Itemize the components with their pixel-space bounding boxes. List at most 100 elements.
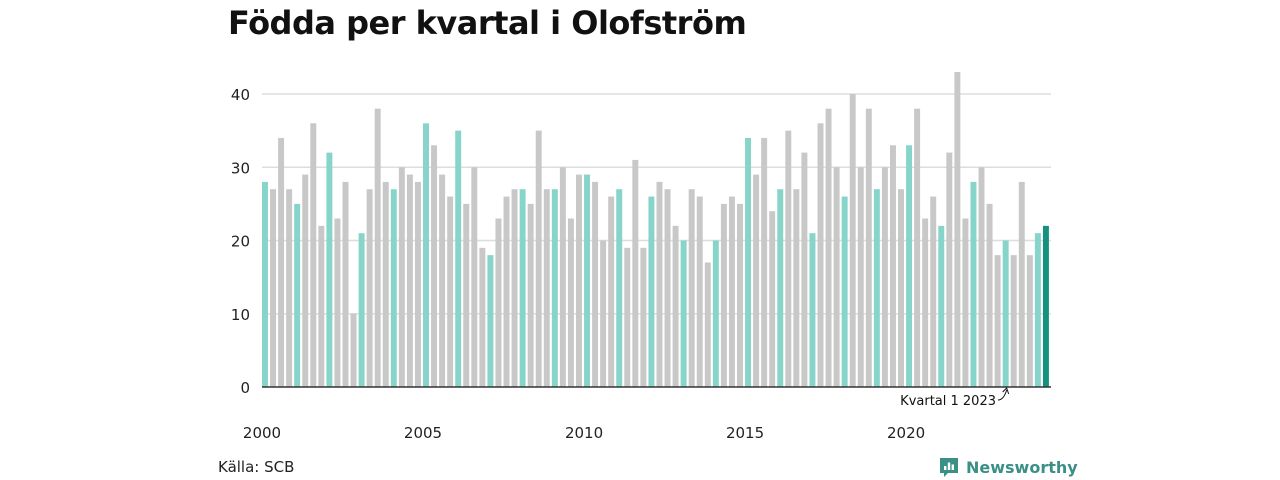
bar (841, 196, 848, 387)
bar (286, 189, 293, 387)
bar (535, 130, 542, 387)
bar (463, 203, 470, 387)
bar (809, 233, 816, 387)
bar (696, 196, 703, 387)
bar (471, 167, 478, 387)
bar (616, 189, 623, 387)
bar (262, 181, 268, 387)
x-axis: 2000 2005 2010 2015 2020 (243, 386, 1051, 442)
bar (970, 181, 977, 387)
bar (737, 203, 743, 387)
bar (455, 130, 462, 387)
annotation-arrow (997, 389, 1008, 401)
bar (527, 203, 534, 387)
bar (294, 203, 301, 387)
y-tick-label: 30 (231, 159, 250, 177)
annotation: Kvartal 1 2023 (900, 387, 1010, 409)
annotation-arrowhead (1002, 387, 1010, 395)
x-tick-label: 2020 (887, 424, 925, 442)
bar (398, 167, 405, 387)
bar (793, 189, 800, 387)
bar (672, 225, 679, 387)
bar (745, 137, 752, 387)
bar (753, 174, 760, 387)
bar (374, 108, 381, 388)
bar (849, 94, 856, 387)
bar (688, 189, 695, 387)
bar (1018, 181, 1025, 387)
bar (632, 159, 639, 387)
bar (567, 218, 574, 387)
bar (431, 145, 438, 387)
bar (648, 196, 655, 387)
bar (495, 218, 502, 387)
bar (543, 189, 550, 387)
bar (1010, 255, 1017, 387)
y-tick-label: 10 (231, 306, 250, 324)
bar (801, 152, 808, 387)
bar (1026, 255, 1033, 387)
bar (777, 189, 784, 387)
bar (1042, 225, 1049, 387)
bar (720, 203, 727, 387)
bar (994, 255, 1001, 387)
bar (390, 189, 397, 387)
x-tick-label: 2005 (404, 424, 442, 442)
bar (511, 189, 518, 387)
bar (447, 196, 454, 387)
bar (624, 247, 631, 387)
bar (1002, 240, 1009, 387)
bar (592, 181, 599, 387)
y-tick-label: 40 (231, 86, 250, 104)
bar (833, 167, 840, 387)
bar (559, 167, 566, 387)
bar (930, 196, 937, 387)
bar (946, 152, 953, 387)
bar (278, 137, 285, 387)
bar (922, 218, 929, 387)
bar (785, 130, 792, 387)
x-tick-label: 2010 (565, 424, 603, 442)
bar (889, 145, 896, 387)
bar (857, 167, 864, 387)
bar (938, 225, 945, 387)
brand-name: Newsworthy (966, 457, 1078, 477)
bar (769, 211, 776, 387)
chart-title: Födda per kvartal i Olofström (228, 4, 747, 42)
y-axis: 0 10 20 30 40 (231, 86, 250, 397)
bar (640, 247, 647, 387)
source-label: Källa: SCB (218, 458, 295, 476)
bar (479, 247, 486, 387)
bar (270, 189, 277, 387)
bar (817, 123, 824, 388)
bar (302, 174, 309, 387)
bar (608, 196, 615, 387)
bar (575, 174, 582, 387)
bar (342, 181, 349, 387)
bar (382, 181, 389, 387)
bar (519, 189, 526, 387)
bar (358, 233, 365, 387)
x-tick-label: 2000 (243, 424, 281, 442)
bar (487, 255, 494, 387)
brand-logo[interactable]: Newsworthy (938, 456, 1078, 478)
bar (986, 203, 993, 387)
bar (881, 167, 888, 387)
bar (406, 174, 413, 387)
y-tick-label: 20 (231, 233, 250, 251)
bar (584, 174, 590, 387)
bar (962, 218, 969, 387)
bar (366, 189, 373, 387)
bar (350, 313, 357, 387)
bar (914, 108, 921, 388)
bar (656, 181, 663, 387)
bar (873, 189, 880, 387)
bar (728, 196, 735, 387)
bar (978, 167, 985, 387)
bar (551, 189, 558, 387)
bar (310, 123, 317, 388)
bar (761, 137, 768, 387)
bar (825, 108, 832, 388)
bar (680, 240, 687, 387)
y-tick-label: 0 (240, 379, 250, 397)
